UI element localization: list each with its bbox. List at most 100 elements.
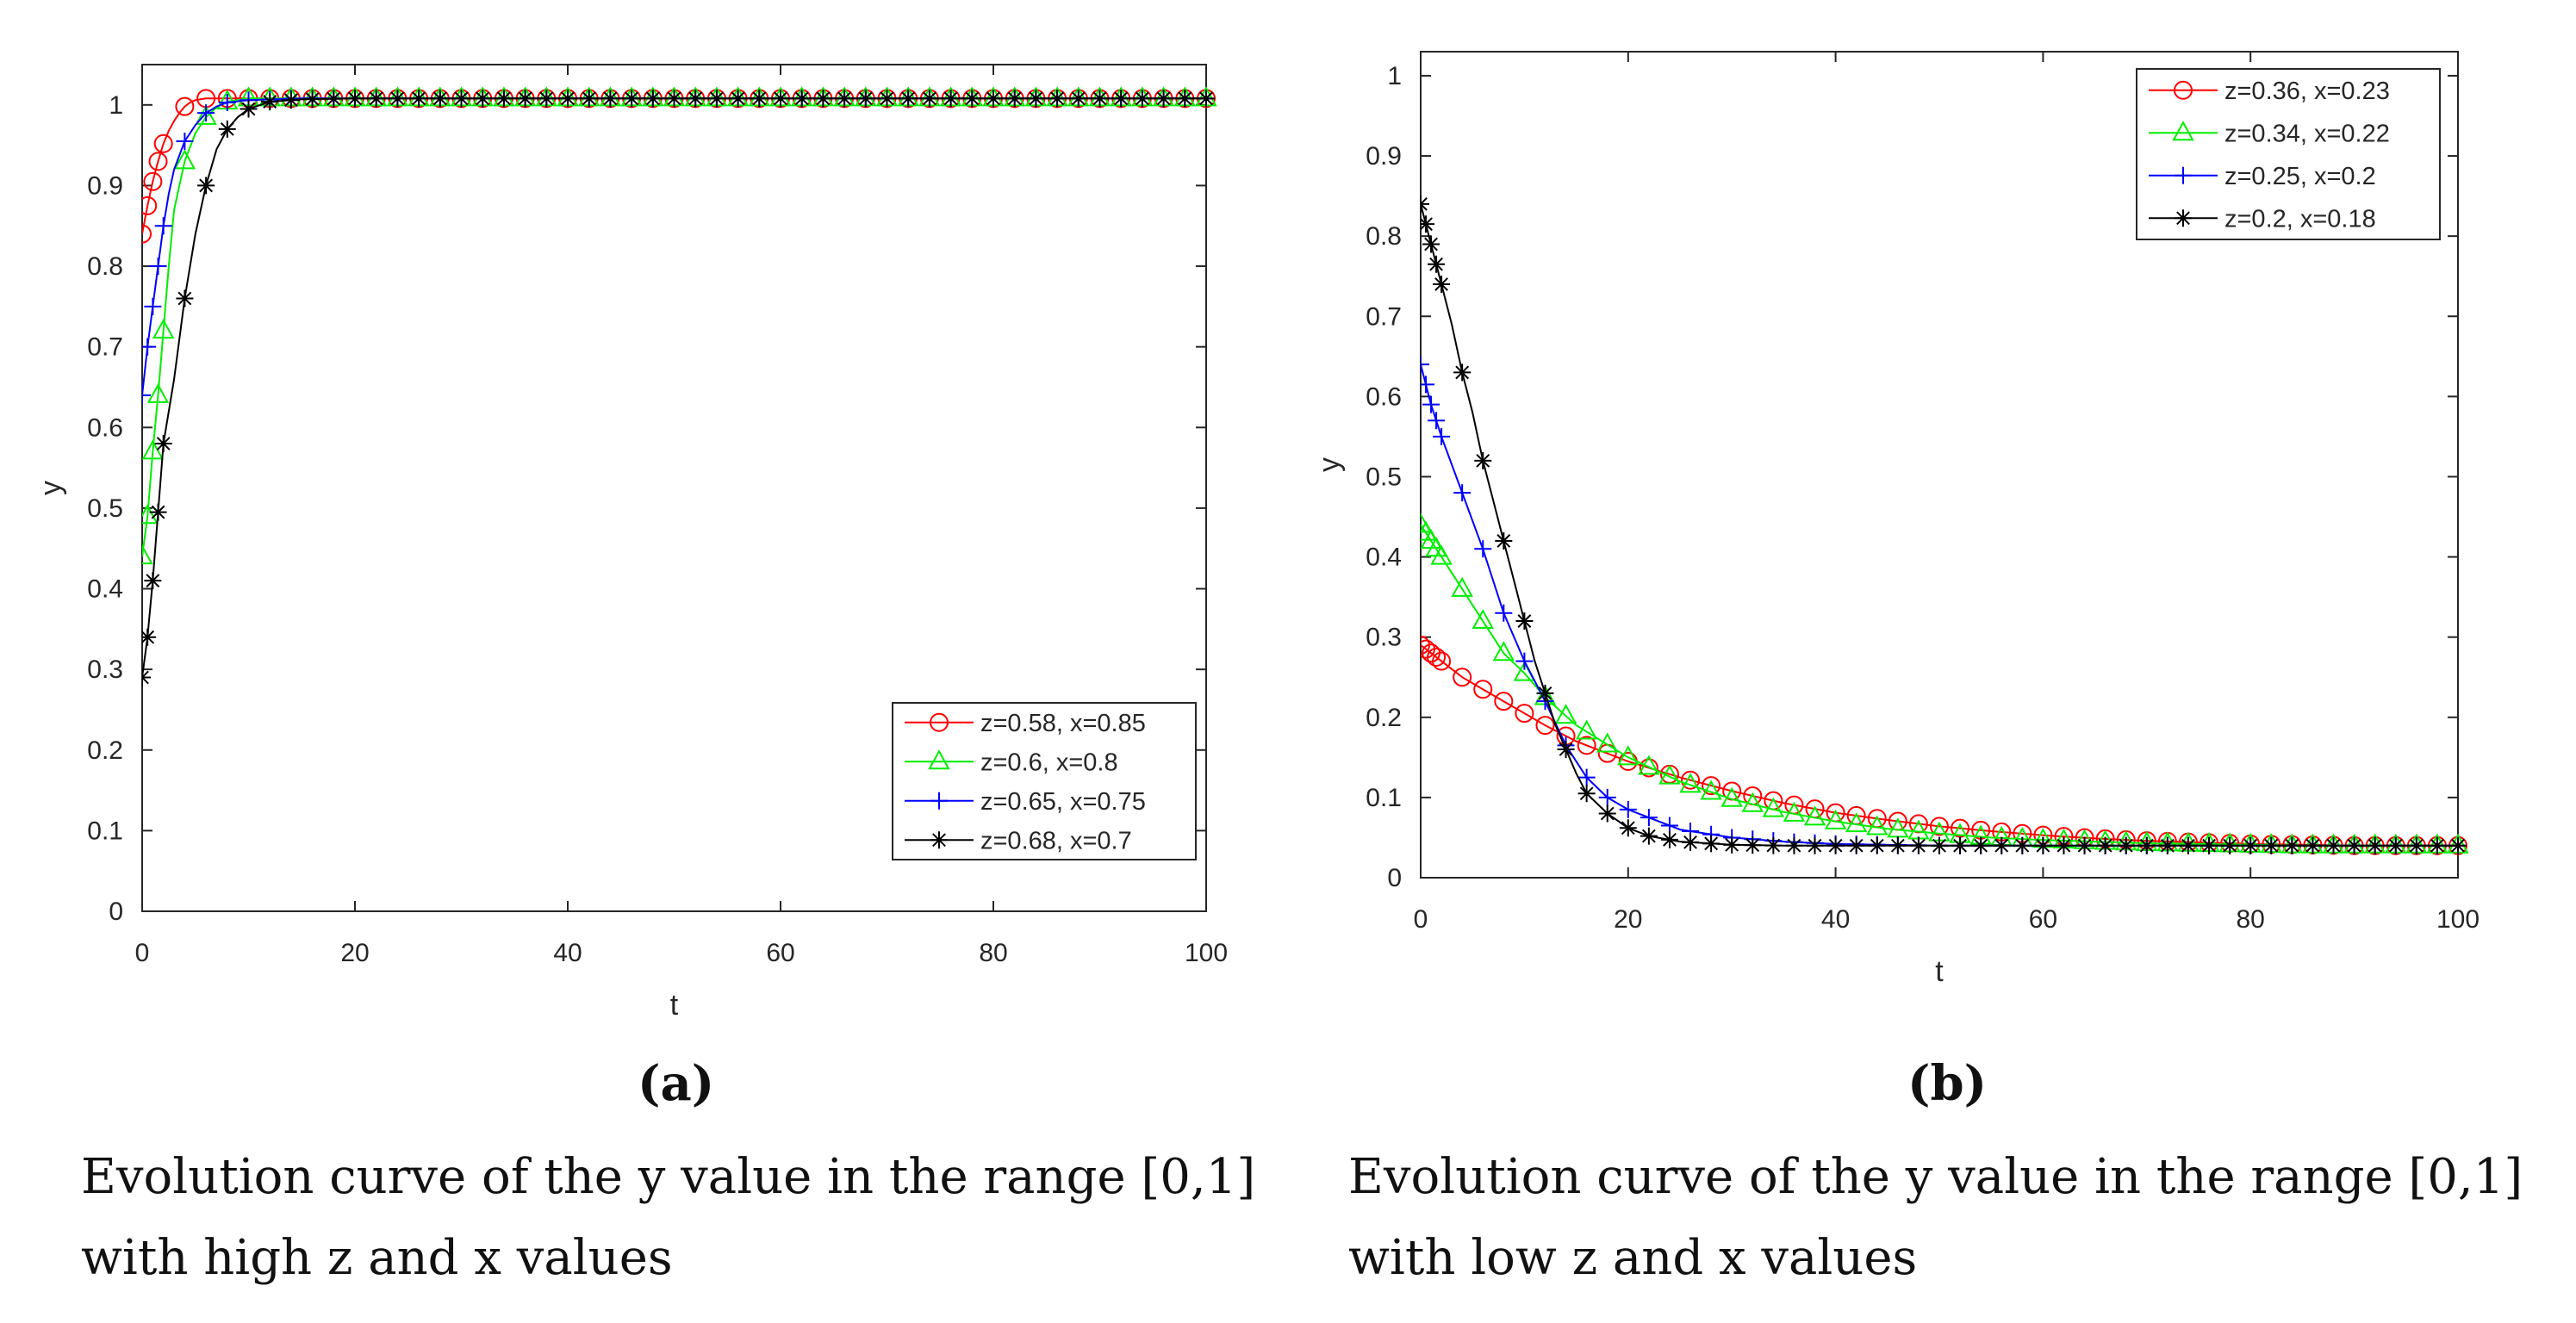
chart-0-ytick-label: 0.1 — [87, 817, 123, 845]
chart-1-series-3-point — [2221, 836, 2239, 854]
chart-1-legend-swatch-marker — [2172, 121, 2194, 141]
chart-0-series-3-point — [142, 668, 151, 686]
chart-1-series-2-point — [1598, 788, 1616, 806]
chart-1-series-3-point — [1764, 836, 1783, 854]
chart-0-series-3-point — [218, 120, 236, 138]
chart-1-legend-swatch-marker — [2175, 166, 2192, 184]
chart-1-xtick-label: 60 — [2029, 905, 2057, 934]
chart-1-series-2-point — [1422, 395, 1440, 413]
chart-0-series-3-point — [1005, 90, 1024, 108]
chart-1-series-3-point — [2366, 836, 2384, 854]
chart-1-series-2-point — [1619, 800, 1637, 818]
chart-0-series-2-point — [142, 386, 151, 404]
chart-1-ytick-label: 1 — [1387, 62, 1402, 90]
chart-1-ytick-label: 0.4 — [1366, 543, 1402, 572]
chart-0-ytick-label: 0 — [109, 898, 123, 926]
chart-1-series-3 — [1421, 195, 2467, 854]
chart-1-xtick-label: 80 — [2237, 905, 2265, 934]
chart-1-series-3-point — [2075, 836, 2094, 854]
chart-1-series-3-point — [1682, 833, 1700, 851]
chart-1-series-1-point — [1720, 786, 1743, 807]
chart-0-series-3-point — [154, 435, 172, 453]
chart-1-legend-entry: z=0.25, x=0.2 — [2224, 163, 2376, 190]
chart-0-series-1-point — [152, 318, 175, 339]
chart-1-series-1-point — [1617, 745, 1640, 766]
chart-0-series-3-point — [559, 90, 576, 108]
chart-1-legend-entry: z=0.36, x=0.23 — [2224, 78, 2390, 105]
chart-1-series-3-point — [1433, 276, 1451, 294]
chart-0-series-3-point — [495, 90, 513, 108]
chart-1-series-3-point — [2055, 836, 2073, 854]
chart-0-series-3-point — [856, 90, 874, 108]
chart-0-series-0-point — [175, 96, 195, 116]
chart-0-series-3-point — [793, 90, 811, 108]
chart-0-ytick-label: 1 — [109, 91, 123, 120]
chart-0-legend-entry: z=0.68, x=0.7 — [980, 827, 1132, 854]
chart-1-series-3-point — [2137, 836, 2156, 854]
chart-1-series-3-point — [2262, 836, 2280, 854]
chart-0-series-3 — [142, 90, 1215, 686]
chart-1-series-3-point — [2304, 836, 2322, 854]
chart-1-series-3-point — [2283, 836, 2301, 854]
chart-0-series-3-point — [1198, 90, 1215, 108]
chart-1-series-0-point — [1577, 736, 1596, 755]
chart-0-ytick-label: 0.2 — [87, 736, 123, 765]
chart-1-series-3-point — [1640, 827, 1658, 845]
chart-1-ytick-label: 0.9 — [1366, 142, 1402, 171]
chart-1-series-3-point — [2200, 836, 2218, 854]
chart-1-series-3-point — [2242, 836, 2260, 854]
chart-1-series-3-point — [1868, 836, 1886, 854]
chart-1-series-1-point — [1866, 815, 1888, 835]
chart-0-series-3-point — [836, 90, 854, 108]
chart-0-ytick-label: 0.6 — [87, 413, 123, 442]
chart-0-series-2-point — [154, 217, 172, 235]
chart-1-series-3-point — [2449, 836, 2467, 854]
chart-0-series-3-point — [707, 90, 725, 108]
caption-b-line-1: Evolution curve of the y value in the ra… — [1348, 1149, 2523, 1205]
chart-1-series-2-point — [1495, 604, 1513, 622]
chart-0-series-2-point — [197, 104, 215, 122]
chart-1-series-3-point — [1847, 836, 1865, 854]
chart-0-series-3-point — [985, 90, 1002, 108]
chart-1-series-3-point — [1826, 836, 1845, 854]
chart-0-series-3-point — [920, 90, 938, 108]
chart-1-series-0-point — [1515, 704, 1534, 724]
chart-0-series-3-point — [1048, 90, 1067, 108]
chart-0-legend-swatch-marker — [928, 749, 950, 770]
chart-a: 0 20 40 60 80 100 0 0.1 0.2 0.3 0.4 0.5 0.6 0.7 0.8 0.9… — [34, 64, 1228, 1022]
chart-1-series-3-point — [1453, 363, 1472, 382]
chart-1-ytick-label: 0.1 — [1366, 784, 1402, 812]
chart-1-xlabel: t — [1935, 955, 1944, 988]
chart-0-series-3-point — [1133, 90, 1151, 108]
chart-1-series-0-point — [1494, 692, 1514, 711]
chart-0-ylabel: y — [34, 481, 67, 495]
chart-1-series-3-point — [1422, 235, 1440, 253]
chart-1-series-3-point — [1577, 785, 1596, 803]
chart-1-series-3-point — [1993, 836, 2011, 854]
chart-1-ytick-label: 0.6 — [1366, 382, 1402, 411]
chart-1-legend-entry: z=0.2, x=0.18 — [2224, 205, 2376, 233]
chart-0-series-3-point — [144, 572, 162, 590]
chart-1-series-2-point — [1474, 540, 1492, 558]
chart-0-ytick-label: 0.8 — [87, 252, 123, 281]
chart-0-series-0-point — [142, 196, 158, 215]
chart-0-series-3-point — [623, 90, 641, 108]
caption-a: Evolution curve of the y value in the ra… — [81, 1137, 1255, 1299]
chart-0-series-3-point — [814, 90, 832, 108]
chart-1-series-0-point — [1432, 651, 1452, 671]
caption-a-line-1: Evolution curve of the y value in the ra… — [81, 1149, 1256, 1205]
chart-0-ytick-label: 0.4 — [87, 575, 123, 604]
caption-a-line-2: with high z and x values — [81, 1230, 673, 1286]
chart-0-series-1-point — [142, 504, 159, 525]
chart-1-series-1-point — [1679, 773, 1702, 793]
chart-0-xtick-label: 0 — [135, 939, 150, 967]
chart-0-series-3-point — [431, 90, 449, 108]
chart-1-series-0-point — [1930, 817, 1949, 836]
chart-1-series-3-point — [2324, 836, 2343, 854]
chart-1-series-0-point — [1639, 758, 1658, 778]
chart-0-ytick-label: 0.9 — [87, 171, 123, 200]
chart-1-series-1-point — [1762, 797, 1785, 817]
caption-b-line-2: with low z and x values — [1348, 1230, 1918, 1286]
chart-1-ytick-label: 0.5 — [1366, 463, 1402, 491]
chart-0-series-3-point — [729, 90, 747, 108]
